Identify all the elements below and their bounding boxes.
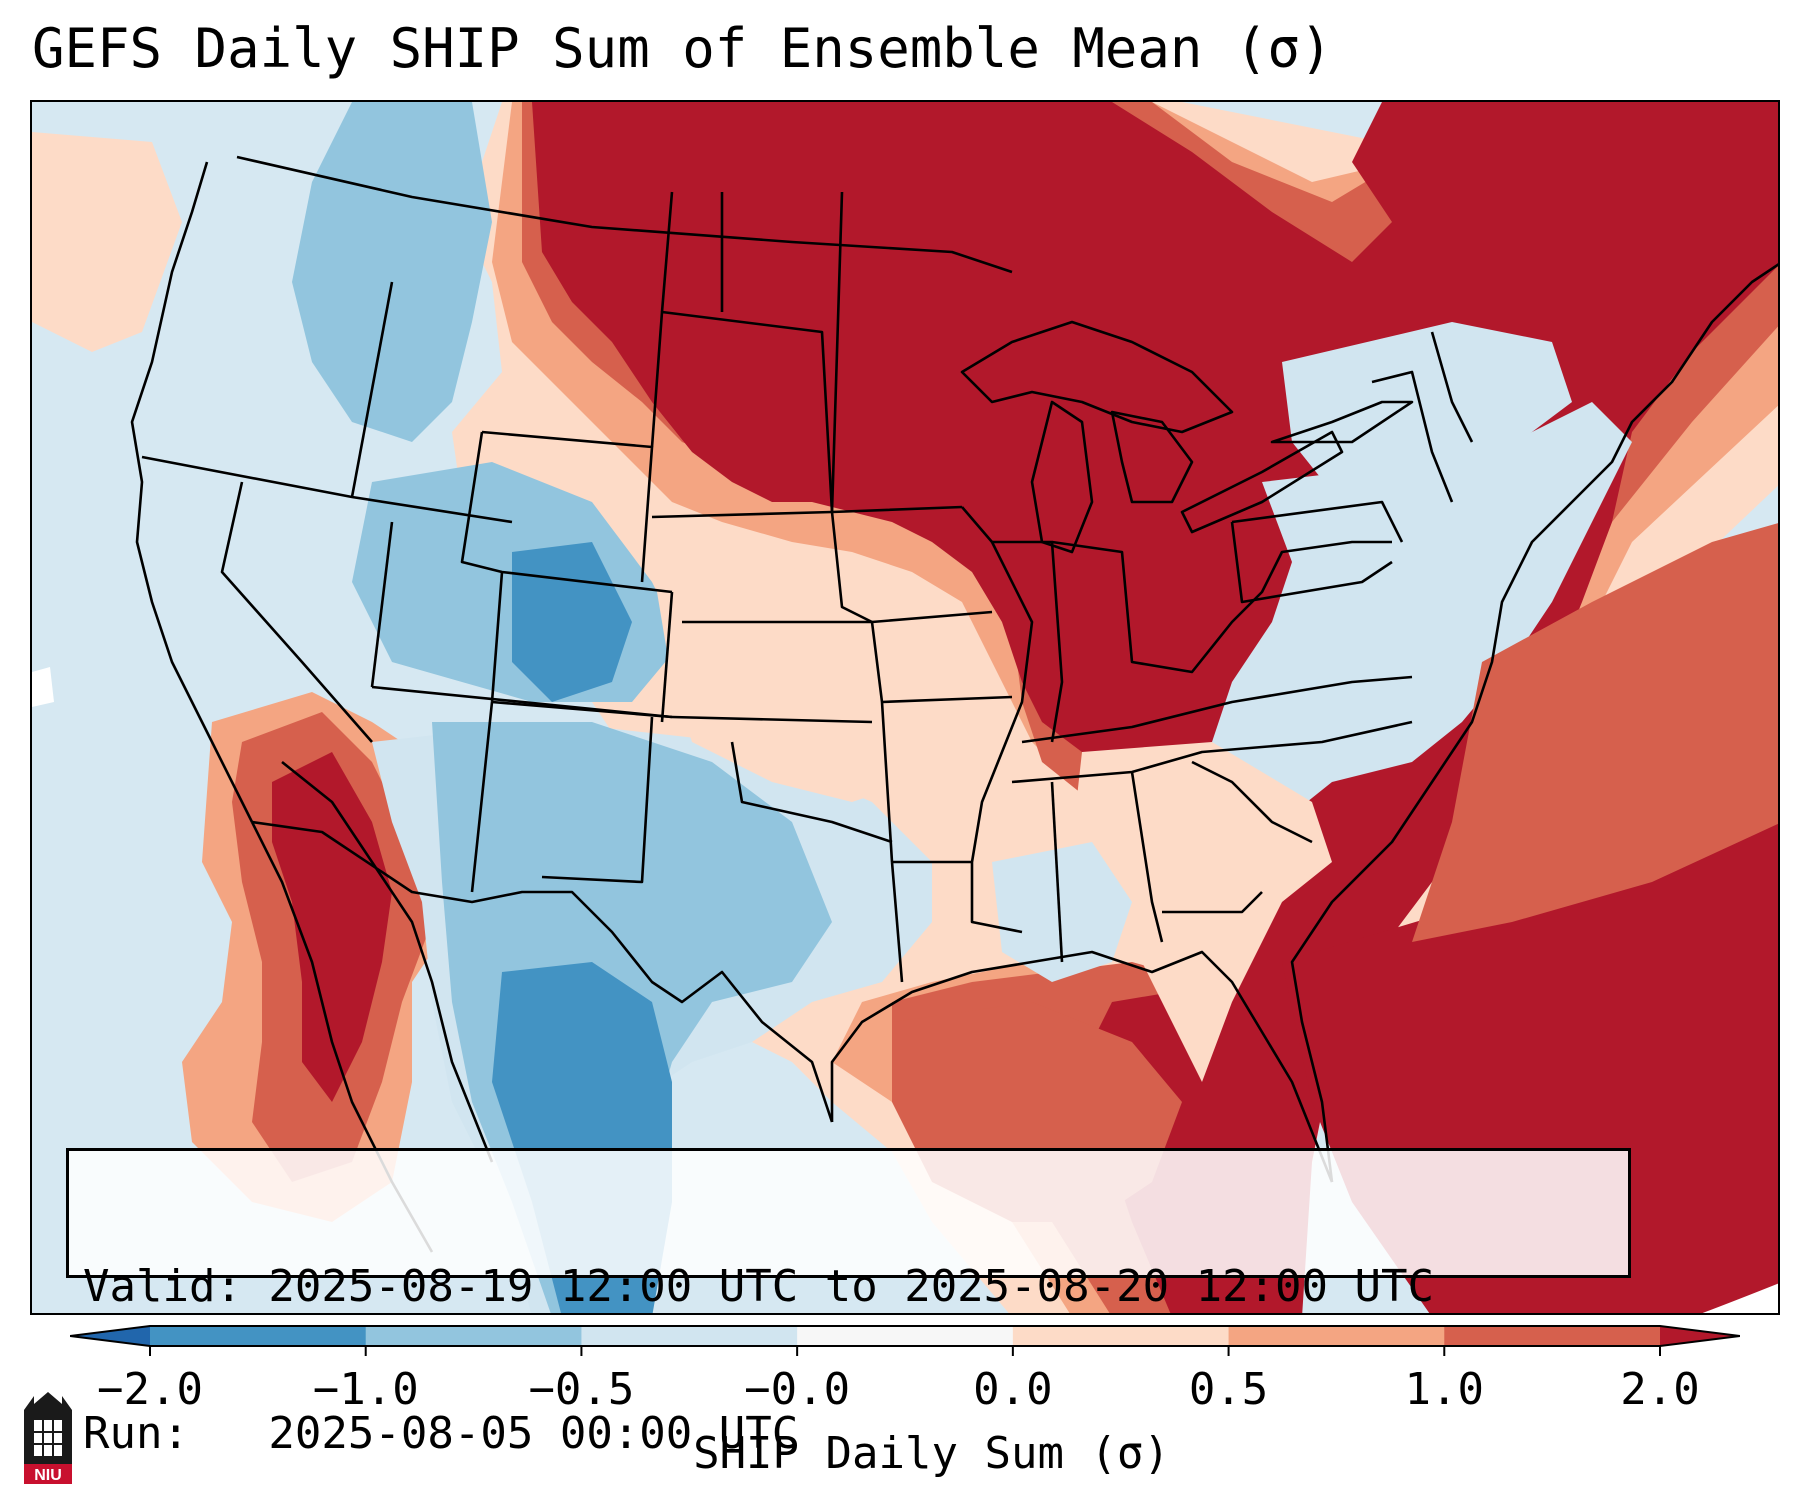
anomaly-field [32, 102, 1778, 1313]
colorbar-extend-low [70, 1326, 150, 1346]
colorbar-bin [581, 1326, 798, 1346]
run-time-text: Run: 2025-08-05 00:00 UTC [83, 1408, 799, 1460]
logo-text: NIU [34, 1467, 62, 1484]
valid-time-text: Valid: 2025-08-19 12:00 UTC to 2025-08-2… [83, 1260, 1435, 1312]
map-canvas [32, 102, 1778, 1313]
colorbar-tick-label: 0.0 [973, 1364, 1053, 1415]
niu-logo: NIU [24, 1392, 72, 1484]
colorbar-bin [150, 1326, 367, 1346]
colorbar-bin [1228, 1326, 1445, 1346]
colorbar [70, 1325, 1740, 1356]
colorbar-tick-label: −1.0 [312, 1364, 419, 1415]
colorbar-bin [797, 1326, 1014, 1346]
colorbar-label: SHIP Daily Sum (σ) [693, 1428, 1170, 1479]
colorbar-tick-label: 0.5 [1188, 1364, 1269, 1415]
colorbar-tick-label: 1.0 [1404, 1364, 1485, 1415]
colorbar-tick-label: −2.0 [97, 1364, 203, 1415]
colorbar-tick-label: −0.5 [528, 1364, 635, 1415]
colorbar-tick-label: −0.0 [744, 1364, 851, 1415]
colorbar-bin [1012, 1326, 1230, 1346]
colorbar-tick-label: 2.0 [1620, 1364, 1700, 1415]
map-panel [30, 100, 1780, 1315]
colorbar-bin [1444, 1326, 1661, 1346]
valid-run-info-box: Valid: 2025-08-19 12:00 UTC to 2025-08-2… [66, 1148, 1631, 1459]
boundaries [130, 155, 1778, 1253]
chart-title: GEFS Daily SHIP Sum of Ensemble Mean (σ) [32, 17, 1333, 80]
colorbar-extend-high [1660, 1326, 1740, 1346]
colorbar-bin [365, 1326, 582, 1346]
